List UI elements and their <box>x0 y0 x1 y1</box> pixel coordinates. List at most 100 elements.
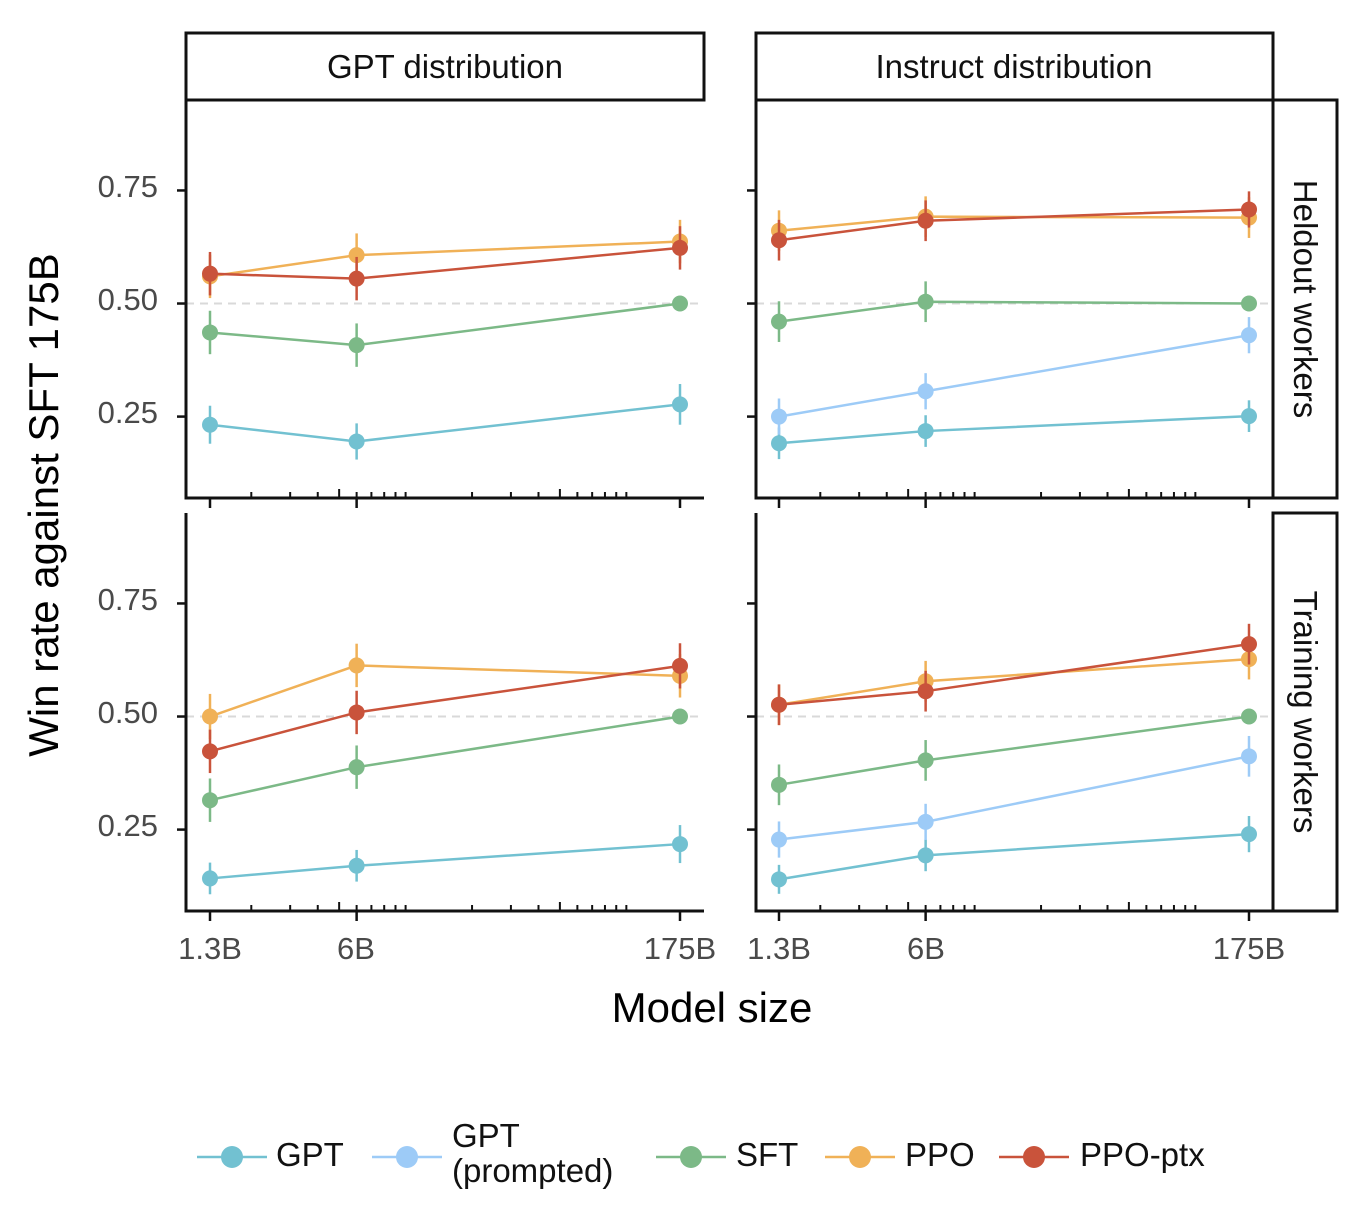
panel-instruct-distribution-training-workers-series-sft-point-175B <box>1241 708 1257 725</box>
panel-instruct-distribution-heldout-workers-series-sft-point-175B <box>1241 295 1257 312</box>
panel-instruct-distribution-training-workers-series-ppo-ptx <box>771 623 1257 726</box>
panel-gpt-distribution-heldout-workers-series-sft-point-1.3B <box>202 324 218 341</box>
panel-instruct-distribution-heldout-workers-series-gpt-point-6B <box>917 423 934 440</box>
panel-instruct-distribution-heldout-workers-series-sft <box>771 281 1257 342</box>
panel-gpt-distribution-heldout-workers-series-gpt-point-175B <box>672 396 688 413</box>
legend-item-ppo: PPO <box>825 1136 975 1173</box>
panel-instruct-distribution-heldout-workers-series-ppo-ptx <box>771 191 1257 261</box>
panel-gpt-distribution-heldout-workers-series-ppo-ptx-point-175B <box>672 239 688 256</box>
legend-label-gpt-prompted-line1: GPT <box>452 1117 520 1154</box>
legend-label-sft: SFT <box>736 1136 798 1173</box>
legend-marker-ppo-ptx <box>1023 1146 1045 1168</box>
panel-instruct-distribution-training-workers-series-gpt-point-6B <box>917 847 934 864</box>
panel-instruct-distribution-training-workers-series-gpt-prompted-point-175B <box>1241 748 1257 765</box>
legend-marker-ppo <box>849 1146 871 1168</box>
panel-instruct-distribution-training-workers-series-gpt <box>771 816 1257 894</box>
strip-label-heldout-workers: Heldout workers <box>1287 180 1324 418</box>
panel-instruct-distribution-training-workers-series-sft-point-6B <box>917 752 934 769</box>
x-tick-label-left-175B: 175B <box>644 931 716 966</box>
legend-marker-sft <box>680 1146 702 1168</box>
strip-label-training-workers: Training workers <box>1287 591 1324 834</box>
panel-gpt-distribution-heldout-workers-series-gpt-point-1.3B <box>202 416 218 433</box>
y-tick-label-bottom-0.50: 0.50 <box>98 695 158 730</box>
legend-label-ppo: PPO <box>905 1136 975 1173</box>
panel-gpt-distribution-training-workers-series-gpt <box>202 825 688 895</box>
panel-instruct-distribution-training-workers-series-ppo-ptx-point-6B <box>917 683 934 700</box>
panel-gpt-distribution-training-workers-series-ppo-point-1.3B <box>202 708 218 725</box>
panel-gpt-distribution-training-workers-series-sft-point-175B <box>672 708 688 725</box>
panel-gpt-distribution-heldout-workers-series-sft-point-175B <box>672 295 688 312</box>
y-tick-label-bottom-0.75: 0.75 <box>98 582 158 617</box>
panel-gpt-distribution-heldout-workers <box>177 100 704 508</box>
panel-gpt-distribution-training-workers-series-ppo-ptx-point-1.3B <box>202 743 218 760</box>
panel-instruct-distribution-heldout-workers-series-sft-point-6B <box>917 293 934 310</box>
y-tick-label-top-0.50: 0.50 <box>98 282 158 317</box>
panel-instruct-distribution-heldout-workers-series-gpt <box>771 400 1257 460</box>
panel-instruct-distribution-heldout-workers-series-gpt-prompted-point-175B <box>1241 327 1257 344</box>
panel-instruct-distribution-heldout-workers-series-gpt-point-1.3B <box>771 435 787 452</box>
panel-instruct-distribution-heldout-workers-series-sft-point-1.3B <box>771 313 787 330</box>
panel-instruct-distribution-training-workers-series-sft-point-1.3B <box>771 776 787 793</box>
legend-item-gpt-prompted: GPT (prompted) <box>372 1117 613 1189</box>
panel-instruct-distribution-heldout-workers <box>747 100 1273 508</box>
legend-label-gpt: GPT <box>276 1136 344 1173</box>
panel-gpt-distribution-heldout-workers-series-sft-point-6B <box>348 337 365 354</box>
panel-instruct-distribution-training-workers-series-gpt-point-1.3B <box>771 871 787 888</box>
x-tick-label-left-1.3B: 1.3B <box>178 931 242 966</box>
panel-gpt-distribution-heldout-workers-series-sft <box>202 295 688 367</box>
column-strip-gpt-distribution: GPT distribution <box>184 31 706 102</box>
panels-layer <box>177 100 1273 921</box>
strip-label-gpt-distribution: GPT distribution <box>327 48 563 85</box>
x-tick-label-right-1.3B: 1.3B <box>747 931 811 966</box>
panel-instruct-distribution-heldout-workers-series-gpt-prompted-point-6B <box>917 383 934 400</box>
panel-gpt-distribution-training-workers-series-gpt-point-175B <box>672 836 688 853</box>
panel-gpt-distribution-heldout-workers-series-gpt-point-6B <box>348 433 365 450</box>
panel-gpt-distribution-heldout-workers-series-ppo-ptx-point-1.3B <box>202 265 218 282</box>
panel-gpt-distribution-heldout-workers-series-ppo-point-6B <box>348 247 365 264</box>
x-tick-label-right-175B: 175B <box>1213 931 1285 966</box>
panel-instruct-distribution-training-workers <box>747 513 1273 921</box>
strip-label-instruct-distribution: Instruct distribution <box>876 48 1153 85</box>
panel-instruct-distribution-training-workers-series-ppo-ptx-point-1.3B <box>771 696 787 713</box>
y-tick-label-top-0.25: 0.25 <box>98 395 158 430</box>
panel-instruct-distribution-heldout-workers-series-gpt-prompted-point-1.3B <box>771 408 787 425</box>
row-strip-heldout-workers: Heldout workers <box>1271 98 1339 500</box>
panel-instruct-distribution-training-workers-series-gpt-point-175B <box>1241 826 1257 843</box>
x-tick-labels: 1.3B 6B 175B 1.3B 6B 175B <box>178 931 1285 966</box>
x-axis-title: Model size <box>612 984 813 1031</box>
panel-instruct-distribution-heldout-workers-series-gpt-point-175B <box>1241 408 1257 425</box>
panel-instruct-distribution-training-workers-series-ppo-ptx-point-175B <box>1241 636 1257 653</box>
legend-marker-gpt <box>221 1146 243 1168</box>
panel-gpt-distribution-training-workers-series-sft-point-6B <box>348 759 365 776</box>
panel-gpt-distribution-heldout-workers-series-ppo-ptx-point-6B <box>348 270 365 287</box>
legend-item-sft: SFT <box>656 1136 798 1173</box>
legend-item-ppo-ptx: PPO-ptx <box>999 1136 1205 1173</box>
y-tick-label-top-0.75: 0.75 <box>98 169 158 204</box>
panel-gpt-distribution-training-workers-series-ppo-ptx-point-6B <box>348 704 365 721</box>
panel-gpt-distribution-training-workers-series-gpt-point-1.3B <box>202 870 218 887</box>
legend-item-gpt: GPT <box>197 1136 344 1173</box>
panel-gpt-distribution-heldout-workers-series-ppo-ptx <box>202 226 688 301</box>
x-tick-label-right-6B: 6B <box>907 931 945 966</box>
y-tick-labels: 0.75 0.50 0.25 0.75 0.50 0.25 <box>98 169 158 843</box>
panel-gpt-distribution-training-workers-series-ppo-ptx <box>202 643 688 774</box>
panel-gpt-distribution-training-workers-series-gpt-point-6B <box>348 857 365 874</box>
panel-instruct-distribution-heldout-workers-series-ppo-ptx-point-6B <box>917 212 934 229</box>
legend-label-ppo-ptx: PPO-ptx <box>1080 1136 1205 1173</box>
panel-gpt-distribution-training-workers <box>177 513 704 921</box>
panel-instruct-distribution-training-workers-series-gpt-prompted-point-1.3B <box>771 831 787 848</box>
y-axis-title: Win rate against SFT 175B <box>20 253 67 756</box>
panel-instruct-distribution-training-workers-series-gpt-prompted <box>771 735 1257 858</box>
panel-instruct-distribution-heldout-workers-series-ppo-ptx-point-1.3B <box>771 232 787 249</box>
legend-label-gpt-prompted-line2: (prompted) <box>452 1152 613 1189</box>
panel-instruct-distribution-training-workers-series-gpt-prompted-point-6B <box>917 813 934 830</box>
panel-gpt-distribution-heldout-workers-series-gpt <box>202 384 688 460</box>
legend: GPT GPT (prompted) SFT PPO PPO-ptx <box>197 1117 1205 1189</box>
panel-gpt-distribution-training-workers-series-ppo-point-6B <box>348 657 365 674</box>
x-tick-label-left-6B: 6B <box>337 931 375 966</box>
legend-marker-gpt-prompted <box>396 1146 418 1168</box>
y-tick-label-bottom-0.25: 0.25 <box>98 808 158 843</box>
panel-instruct-distribution-training-workers-series-sft <box>771 708 1257 806</box>
